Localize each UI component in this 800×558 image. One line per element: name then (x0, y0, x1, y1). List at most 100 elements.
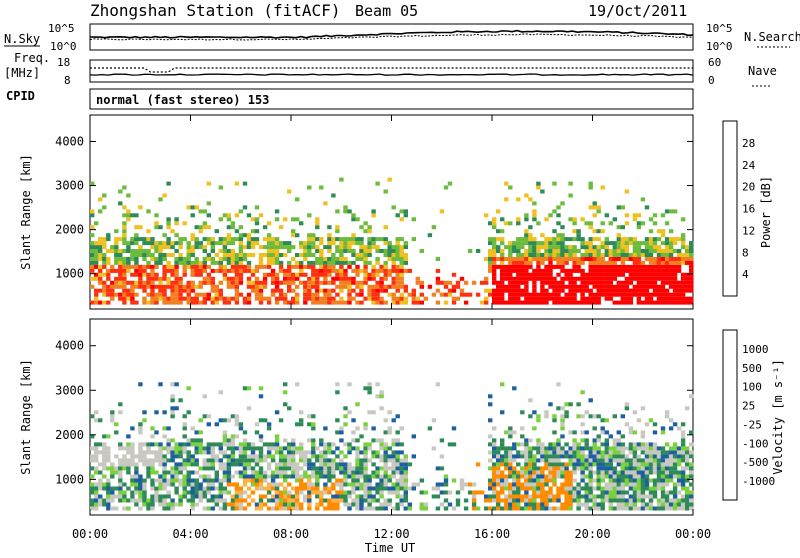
heat-cell (214, 268, 219, 273)
heat-cell (250, 280, 256, 285)
heat-cell (278, 494, 284, 499)
heat-cell (689, 257, 694, 261)
heat-cell (536, 470, 541, 475)
heat-cell (532, 249, 537, 253)
heat-cell (266, 462, 272, 467)
heat-cell (134, 253, 139, 257)
heat-cell (307, 276, 312, 281)
heat-cell (588, 458, 593, 463)
heat-cell (122, 292, 127, 297)
heat-cell (572, 253, 577, 257)
heat-cell (576, 486, 581, 491)
heat-cell (624, 454, 630, 459)
heat-cell (656, 288, 662, 293)
heat-cell (287, 245, 292, 250)
heat-cell (455, 502, 461, 507)
heat-cell (540, 245, 545, 250)
heat-cell (242, 205, 248, 210)
heat-cell (520, 426, 525, 431)
heat-cell (500, 268, 505, 273)
heat-cell (664, 454, 670, 459)
heat-cell (612, 482, 617, 487)
heat-cell (588, 264, 593, 269)
heat-cell (146, 506, 151, 511)
heat-cell (367, 494, 372, 499)
heat-cell (138, 494, 143, 499)
heat-cell (343, 490, 348, 495)
heat-cell (250, 478, 256, 483)
heat-cell (399, 494, 404, 499)
heat-cell (90, 260, 95, 265)
heat-cell (528, 466, 533, 471)
heat-cell (616, 264, 621, 269)
heat-cell (451, 506, 457, 511)
heat-cell (532, 292, 537, 297)
heat-cell (150, 494, 155, 499)
heat-cell (584, 498, 589, 503)
heat-cell (278, 280, 284, 285)
heat-cell (600, 498, 605, 503)
heat-cell (218, 268, 223, 273)
heat-cell (134, 280, 139, 285)
heat-cell (644, 245, 650, 250)
heat-cell (660, 233, 666, 238)
heat-cell (652, 470, 658, 475)
heat-cell (295, 486, 300, 491)
heat-cell (588, 450, 593, 455)
heat-cell (138, 245, 143, 250)
heat-cell (447, 502, 453, 507)
heat-cell (166, 478, 171, 483)
heat-cell (668, 498, 674, 503)
heat-cell (387, 253, 392, 257)
heat-cell (528, 197, 533, 202)
heat-cell (552, 257, 557, 261)
heat-cell (644, 458, 650, 463)
heat-cell (210, 241, 215, 246)
heat-cell (439, 292, 445, 297)
heat-cell (580, 502, 585, 507)
heat-cell (504, 474, 509, 479)
heat-cell (664, 280, 670, 285)
heat-cell (572, 257, 577, 261)
heat-cell (504, 494, 509, 499)
heat-cell (508, 284, 513, 289)
heat-cell (295, 296, 300, 301)
heat-cell (114, 229, 119, 234)
heat-cell (94, 458, 99, 463)
heat-cell (423, 506, 429, 511)
heat-cell (150, 502, 155, 507)
heat-cell (600, 292, 605, 297)
heat-cell (299, 490, 304, 495)
heat-cell (134, 260, 139, 265)
heat-cell (206, 446, 211, 451)
heat-cell (291, 506, 296, 511)
heat-cell (508, 494, 513, 499)
heat-cell (672, 280, 678, 285)
heat-cell (355, 217, 360, 222)
heat-cell (628, 276, 634, 281)
heat-cell (520, 434, 525, 439)
heat-cell (311, 438, 316, 443)
heat-cell (274, 470, 280, 475)
heat-cell (142, 450, 147, 455)
heat-cell (512, 268, 517, 273)
heat-cell (504, 276, 509, 281)
heat-cell (299, 422, 304, 427)
heat-cell (556, 454, 561, 459)
heat-cell (552, 462, 557, 467)
heat-cell (154, 494, 159, 499)
heat-cell (552, 276, 557, 281)
heat-cell (283, 498, 288, 503)
heat-cell (150, 300, 155, 305)
heat-cell (367, 249, 372, 253)
heat-cell (588, 506, 593, 511)
heat-cell (689, 260, 694, 265)
heat-cell (138, 272, 143, 277)
heat-cell (548, 272, 553, 277)
heat-cell (339, 426, 344, 431)
heat-cell (556, 292, 561, 297)
heat-cell (439, 438, 445, 443)
heat-cell (512, 474, 517, 479)
heat-cell (496, 498, 501, 503)
heat-cell (114, 470, 119, 475)
